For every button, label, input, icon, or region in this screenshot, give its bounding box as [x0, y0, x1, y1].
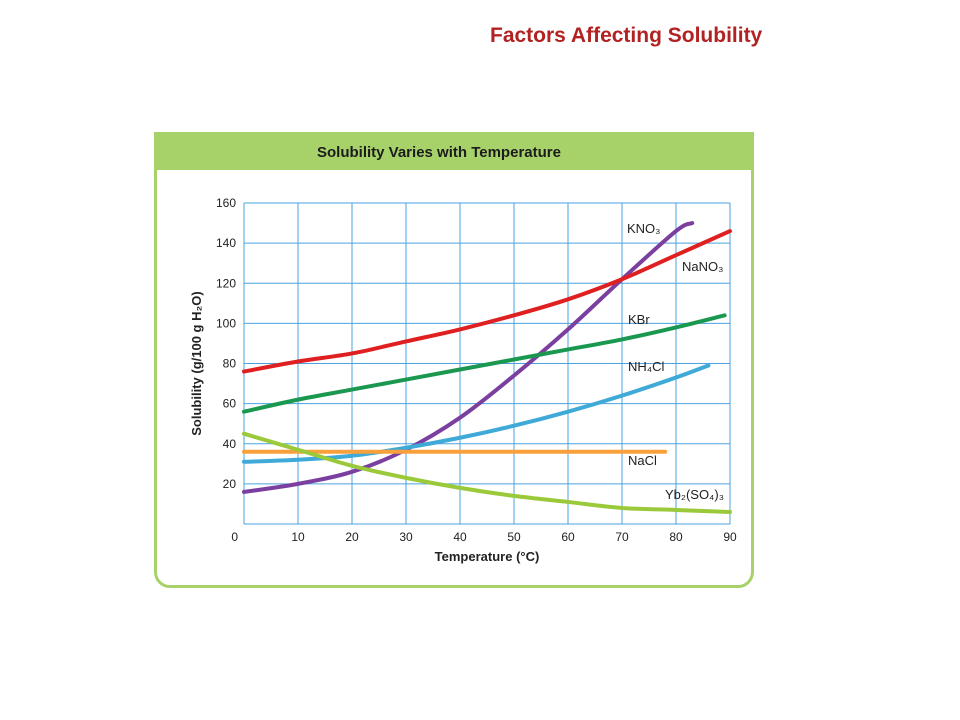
x-tick-label: 20 [345, 530, 359, 544]
series-label-kno-: KNO₃ [627, 221, 660, 236]
x-tick-label: 90 [723, 530, 737, 544]
y-tick-label: 40 [223, 437, 237, 451]
x-tick-label: 60 [561, 530, 575, 544]
series-label-nh-cl: NH₄Cl [628, 359, 664, 374]
series-line-nano- [242, 229, 732, 374]
x-tick-label: 0 [231, 530, 238, 544]
chart-header: Solubility Varies with Temperature [157, 135, 751, 170]
y-tick-label: 160 [216, 196, 236, 210]
x-tick-label: 30 [399, 530, 413, 544]
series-label-kbr: KBr [628, 312, 650, 327]
y-tick-label: 140 [216, 236, 236, 250]
series-label-nacl: NaCl [628, 453, 657, 468]
series-label-nano-: NaNO₃ [682, 259, 723, 274]
x-tick-label: 80 [669, 530, 683, 544]
solubility-chart: 0 10 20 30 40 50 60 70 80 90 20 40 60 80 100 120 140 160 T… [189, 196, 737, 564]
series-line-yb-so- [242, 431, 732, 514]
x-tick-label: 10 [291, 530, 305, 544]
y-tick-label: 20 [223, 477, 237, 491]
x-tick-label: 70 [615, 530, 629, 544]
series-line-nh-cl [242, 363, 711, 464]
slide-title: Factors Affecting Solubility [490, 24, 763, 47]
y-tick-label: 120 [216, 276, 236, 290]
x-tick-label: 40 [453, 530, 467, 544]
series-line-kbr [242, 313, 727, 414]
series-line-kno- [242, 221, 695, 494]
x-axis-title: Temperature (°C) [435, 549, 540, 564]
y-tick-label: 60 [223, 397, 237, 411]
chart-title: Solubility Varies with Temperature [317, 144, 561, 161]
y-axis-title: Solubility (g/100 g H₂O) [189, 291, 204, 435]
x-tick-label: 50 [507, 530, 521, 544]
y-tick-label: 80 [223, 357, 237, 371]
y-tick-label: 100 [216, 316, 236, 330]
chart-card: Solubility Varies with Temperature 0 10 20… [154, 132, 754, 588]
series-label-yb-so-: Yb₂(SO₄)₃ [665, 487, 724, 502]
